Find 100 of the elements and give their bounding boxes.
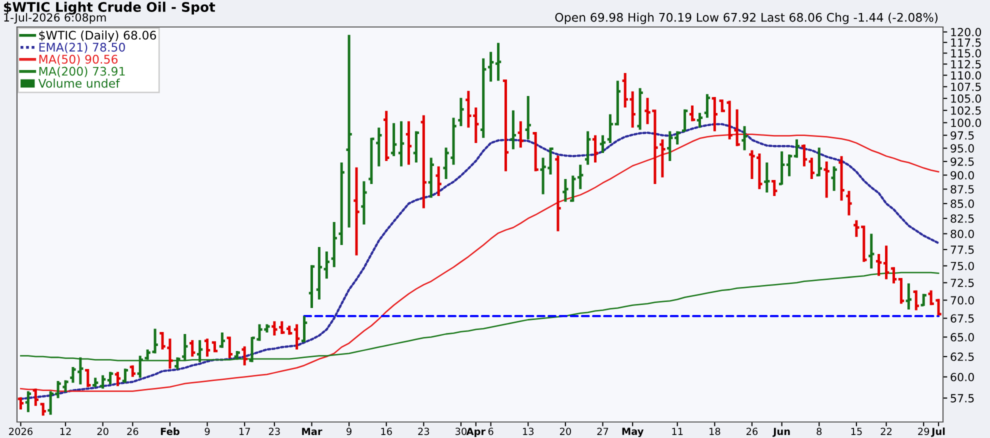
candlestick [39, 402, 48, 417]
candlestick [703, 92, 712, 119]
y-tick-label: 107.5 [951, 82, 981, 92]
x-tick-label: 9 [346, 428, 352, 436]
candlestick [628, 90, 637, 129]
candlestick [390, 122, 398, 158]
candlestick [330, 220, 338, 268]
candlestick [688, 104, 696, 122]
legend-label: MA(50) 90.56 [39, 54, 118, 66]
candlestick [114, 370, 122, 388]
x-tick-label: 23 [418, 428, 430, 436]
candlestick [98, 374, 107, 390]
candlestick [606, 113, 614, 144]
candlestick [494, 42, 502, 82]
y-tick-label: 92.5 [950, 157, 974, 166]
candlestick [718, 99, 726, 114]
x-tick-label: May [622, 428, 644, 437]
x-tick-label: 9 [204, 428, 210, 436]
chart-subtitle: 1-Jul-2026 6:08pm [4, 13, 106, 24]
candlestick [32, 387, 40, 408]
x-tick-label: 13 [523, 428, 534, 436]
candlestick [621, 72, 630, 109]
candlestick [449, 116, 458, 166]
x-tick-label: 30 [456, 428, 467, 436]
candlestick [844, 190, 854, 217]
x-tick-label: 23 [268, 428, 280, 436]
candlestick [106, 370, 114, 386]
x-tick-label: 15 [851, 428, 862, 436]
y-tick-label: 90.0 [950, 171, 974, 180]
x-tick-label: 29 [918, 428, 930, 436]
x-tick-label: Feb [160, 428, 180, 436]
y-tick-label: 105.0 [951, 94, 982, 103]
x-tick-label: 2026 [9, 428, 32, 436]
y-tick-label: 65.0 [950, 333, 974, 342]
candlestick [382, 110, 390, 162]
candlestick [322, 250, 331, 280]
x-tick-label: 20 [97, 428, 108, 436]
candlestick [420, 114, 428, 210]
candlestick [412, 130, 420, 164]
y-tick-label: 85.0 [950, 200, 974, 208]
candlestick [292, 322, 301, 351]
candlestick [568, 174, 577, 204]
candlestick [24, 390, 32, 414]
candlestick [352, 166, 361, 257]
y-tick-label: 77.5 [950, 246, 974, 254]
legend-label: $WTIC (Daily) 68.06 [39, 30, 156, 42]
x-tick-label: 16 [381, 428, 392, 436]
candlestick [792, 138, 801, 159]
candlestick [554, 154, 562, 232]
candlestick [486, 50, 495, 83]
candlestick [285, 324, 294, 336]
candlestick [912, 289, 920, 312]
x-tick-label: 27 [597, 428, 608, 435]
candlestick [710, 96, 719, 132]
y-tick-label: 60.0 [950, 372, 974, 382]
y-tick-label: 120.0 [951, 28, 982, 36]
candlestick [434, 165, 443, 198]
candlestick [800, 143, 808, 168]
candlestick [479, 57, 488, 140]
candlestick [890, 266, 898, 285]
candlestick [837, 154, 846, 202]
candlestick [404, 120, 413, 166]
candlestick [188, 338, 196, 358]
candlestick [830, 165, 838, 192]
candlestick [442, 146, 450, 180]
candlestick [374, 126, 383, 168]
candlestick [636, 86, 644, 131]
y-tick-label: 102.5 [951, 106, 981, 115]
y-tick-label: 117.5 [951, 38, 981, 47]
x-tick-label: 17 [239, 428, 250, 435]
annotation: Volume undef [38, 78, 120, 88]
candlestick [532, 132, 540, 173]
x-tick-label: Mar [302, 428, 322, 436]
candlestick [576, 163, 584, 190]
candlestick [696, 112, 704, 129]
candlestick [128, 364, 137, 378]
candlestick [61, 378, 70, 394]
candlestick [882, 244, 890, 281]
candlestick [218, 331, 226, 350]
candlestick [427, 156, 436, 199]
candlestick [785, 153, 794, 178]
legend-label: MA(200) 73.91 [39, 66, 125, 78]
candlestick [367, 136, 376, 186]
x-tick-label: 6 [488, 428, 494, 436]
y-tick-label: 95.0 [950, 144, 974, 153]
candlestick [456, 96, 466, 128]
y-tick-label: 82.5 [950, 214, 974, 223]
candlestick [308, 264, 316, 310]
x-tick-label: 12 [60, 428, 71, 435]
candlestick [822, 160, 831, 199]
x-tick-label: 22 [880, 428, 892, 435]
x-tick-label: 26 [746, 428, 758, 436]
candlestick [904, 282, 913, 311]
candlestick [240, 345, 249, 367]
x-tick-label: 26 [127, 428, 138, 436]
candlestick [338, 161, 346, 246]
candlestick [658, 138, 667, 179]
y-tick-label: 110.0 [951, 71, 982, 80]
candlestick [808, 156, 816, 180]
candlestick [344, 34, 354, 229]
